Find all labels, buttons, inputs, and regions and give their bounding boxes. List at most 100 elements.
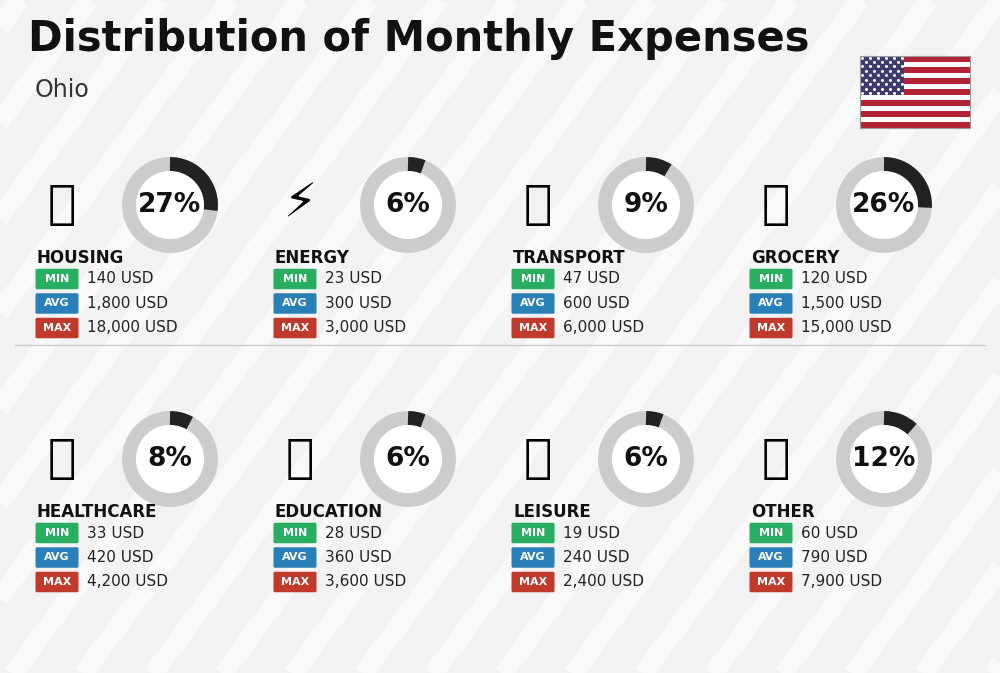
Text: MAX: MAX [519, 577, 547, 587]
Text: GROCERY: GROCERY [751, 249, 839, 267]
Circle shape [134, 169, 206, 241]
Circle shape [848, 169, 920, 241]
Text: AVG: AVG [758, 553, 784, 563]
Text: MAX: MAX [281, 323, 309, 333]
FancyBboxPatch shape [274, 572, 316, 592]
Circle shape [134, 423, 206, 495]
FancyBboxPatch shape [750, 293, 792, 314]
Text: 9%: 9% [624, 192, 668, 218]
FancyBboxPatch shape [860, 56, 970, 61]
Text: MAX: MAX [43, 577, 71, 587]
Text: 1,500 USD: 1,500 USD [801, 296, 882, 311]
FancyBboxPatch shape [750, 269, 792, 289]
Text: 🛍: 🛍 [524, 437, 552, 481]
Text: AVG: AVG [758, 299, 784, 308]
Text: OTHER: OTHER [751, 503, 815, 521]
Text: 6,000 USD: 6,000 USD [563, 320, 644, 336]
FancyBboxPatch shape [274, 547, 316, 568]
Text: HEALTHCARE: HEALTHCARE [37, 503, 158, 521]
FancyBboxPatch shape [512, 318, 555, 339]
Text: 🎓: 🎓 [286, 437, 314, 481]
FancyBboxPatch shape [860, 90, 970, 95]
FancyBboxPatch shape [36, 547, 78, 568]
FancyBboxPatch shape [860, 67, 970, 73]
Text: 8%: 8% [148, 446, 192, 472]
Text: MIN: MIN [283, 528, 307, 538]
FancyBboxPatch shape [274, 293, 316, 314]
Text: AVG: AVG [282, 299, 308, 308]
Circle shape [372, 423, 444, 495]
Text: 790 USD: 790 USD [801, 550, 868, 565]
Text: 23 USD: 23 USD [325, 271, 382, 287]
Text: 120 USD: 120 USD [801, 271, 868, 287]
Text: 6%: 6% [386, 192, 430, 218]
Text: 15,000 USD: 15,000 USD [801, 320, 892, 336]
Text: EDUCATION: EDUCATION [275, 503, 383, 521]
Text: AVG: AVG [44, 299, 70, 308]
FancyBboxPatch shape [512, 269, 555, 289]
Text: MAX: MAX [43, 323, 71, 333]
FancyBboxPatch shape [750, 523, 792, 543]
FancyBboxPatch shape [860, 83, 970, 90]
Text: 4,200 USD: 4,200 USD [87, 575, 168, 590]
Text: AVG: AVG [282, 553, 308, 563]
FancyBboxPatch shape [860, 117, 970, 122]
Circle shape [610, 423, 682, 495]
FancyBboxPatch shape [750, 547, 792, 568]
Circle shape [848, 423, 920, 495]
Text: 🛒: 🛒 [762, 182, 790, 227]
Text: MIN: MIN [283, 274, 307, 284]
Text: LEISURE: LEISURE [513, 503, 591, 521]
FancyBboxPatch shape [512, 572, 555, 592]
Text: 🚌: 🚌 [524, 182, 552, 227]
Text: 47 USD: 47 USD [563, 271, 620, 287]
Text: 300 USD: 300 USD [325, 296, 392, 311]
Text: 28 USD: 28 USD [325, 526, 382, 540]
Text: 360 USD: 360 USD [325, 550, 392, 565]
Text: 60 USD: 60 USD [801, 526, 858, 540]
Text: ENERGY: ENERGY [275, 249, 350, 267]
Text: 19 USD: 19 USD [563, 526, 620, 540]
Text: AVG: AVG [44, 553, 70, 563]
Text: AVG: AVG [520, 299, 546, 308]
FancyBboxPatch shape [512, 293, 555, 314]
Circle shape [372, 169, 444, 241]
FancyBboxPatch shape [36, 293, 78, 314]
Text: HOUSING: HOUSING [37, 249, 124, 267]
FancyBboxPatch shape [860, 100, 970, 106]
FancyBboxPatch shape [860, 112, 970, 117]
Text: 3,600 USD: 3,600 USD [325, 575, 406, 590]
FancyBboxPatch shape [36, 318, 78, 339]
Circle shape [610, 169, 682, 241]
Text: MIN: MIN [45, 274, 69, 284]
Text: 💰: 💰 [762, 437, 790, 481]
FancyBboxPatch shape [274, 269, 316, 289]
Text: 2,400 USD: 2,400 USD [563, 575, 644, 590]
Text: MIN: MIN [521, 528, 545, 538]
Text: MAX: MAX [757, 577, 785, 587]
Text: 26%: 26% [852, 192, 916, 218]
FancyBboxPatch shape [36, 523, 78, 543]
FancyBboxPatch shape [36, 269, 78, 289]
Text: 6%: 6% [624, 446, 668, 472]
Text: 27%: 27% [138, 192, 202, 218]
FancyBboxPatch shape [860, 61, 970, 67]
FancyBboxPatch shape [274, 523, 316, 543]
FancyBboxPatch shape [750, 318, 792, 339]
FancyBboxPatch shape [860, 95, 970, 100]
FancyBboxPatch shape [274, 318, 316, 339]
Text: MIN: MIN [521, 274, 545, 284]
Text: Distribution of Monthly Expenses: Distribution of Monthly Expenses [28, 18, 810, 60]
FancyBboxPatch shape [860, 56, 904, 95]
Text: 420 USD: 420 USD [87, 550, 154, 565]
Text: AVG: AVG [520, 553, 546, 563]
Text: 140 USD: 140 USD [87, 271, 154, 287]
FancyBboxPatch shape [512, 523, 555, 543]
Text: MIN: MIN [759, 528, 783, 538]
Text: MIN: MIN [759, 274, 783, 284]
FancyBboxPatch shape [860, 78, 970, 83]
Text: Ohio: Ohio [35, 78, 90, 102]
Text: 12%: 12% [852, 446, 916, 472]
FancyBboxPatch shape [512, 547, 555, 568]
Text: 3,000 USD: 3,000 USD [325, 320, 406, 336]
